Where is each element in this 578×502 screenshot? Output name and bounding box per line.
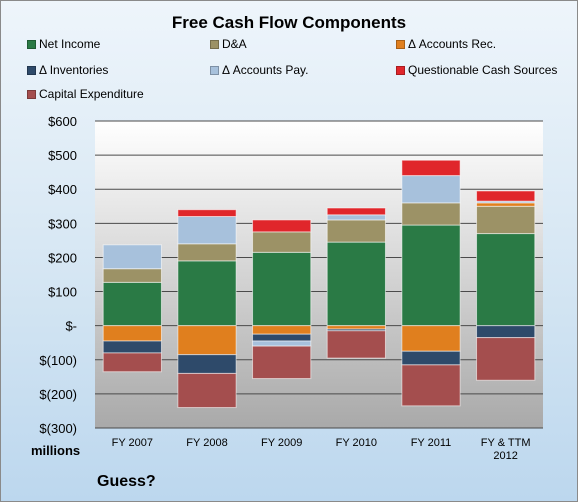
legend-label: Δ Inventories <box>39 63 109 77</box>
bar-segment <box>252 345 312 380</box>
legend-item: Net Income <box>27 37 100 51</box>
bar-segment <box>177 372 237 409</box>
bar-segment <box>476 233 536 327</box>
legend-swatch <box>210 65 219 75</box>
bar-segment <box>326 214 386 221</box>
bar-segment <box>476 205 536 235</box>
legend-label: Net Income <box>39 37 101 51</box>
legend-item: Δ Inventories <box>27 63 108 77</box>
legend-swatch <box>27 65 36 75</box>
legend-label: D&A <box>222 37 247 51</box>
bar-segment <box>177 243 237 262</box>
bar-segment <box>476 202 536 207</box>
y-tick-label: $300 <box>48 216 77 231</box>
y-tick-label: $400 <box>48 182 77 197</box>
bar-segment <box>177 325 237 356</box>
plot-area <box>95 121 543 428</box>
x-tick-label: FY & TTM <box>481 437 531 449</box>
legend-item: D&A <box>210 37 247 51</box>
bar-segment <box>252 231 312 253</box>
footnote: Guess? <box>97 473 156 490</box>
legend-label: Δ Accounts Pay. <box>222 63 309 77</box>
x-tick-label: FY 2009 <box>261 437 302 449</box>
legend-item: Δ Accounts Pay. <box>210 63 309 77</box>
legend-label: Questionable Cash Sources <box>408 63 558 77</box>
bar-segment <box>177 216 237 245</box>
x-tick-label: FY 2008 <box>186 437 227 449</box>
bar-segment <box>326 325 386 330</box>
bar-segment <box>102 244 162 270</box>
bar-segment <box>401 325 461 352</box>
legend-swatch <box>396 65 405 75</box>
bar-segment <box>102 340 162 354</box>
legend-swatch <box>27 39 36 49</box>
bar-segment <box>326 241 386 327</box>
y-tick-label: $(100) <box>39 353 77 368</box>
legend-label: Capital Expenditure <box>39 87 144 101</box>
bar-segment <box>252 251 312 327</box>
bar-segment <box>401 350 461 366</box>
bar-segment <box>401 364 461 407</box>
bar-segment <box>177 354 237 374</box>
bar-segment <box>401 159 461 177</box>
bar-segment <box>476 325 536 339</box>
bar-segment <box>252 333 312 342</box>
bar-segment <box>401 202 461 226</box>
bar-segment <box>252 340 312 347</box>
legend-swatch <box>210 39 219 49</box>
chart-title: Free Cash Flow Components <box>171 13 407 32</box>
x-tick-label: FY 2011 <box>411 437 452 449</box>
legend-swatch <box>27 89 36 99</box>
bar-segment <box>102 268 162 283</box>
bar-segment <box>102 325 162 342</box>
legend-item: Questionable Cash Sources <box>396 63 557 77</box>
bar-segment <box>252 325 312 335</box>
legend-label: Δ Accounts Rec. <box>408 37 497 51</box>
bar-segment <box>177 260 237 327</box>
units-label: millions <box>31 443 81 458</box>
bar-segment <box>252 219 312 233</box>
y-tick-label: $(300) <box>39 421 77 436</box>
bar-segment <box>102 281 162 327</box>
legend-swatch <box>396 39 405 49</box>
bar-segment <box>476 190 536 202</box>
y-tick-label: $600 <box>48 114 77 129</box>
legend-item: Capital Expenditure <box>27 87 144 101</box>
x-tick-label: FY 2007 <box>112 437 153 449</box>
x-tick-label: 2012 <box>493 450 517 462</box>
bar-segment <box>401 224 461 327</box>
bar-segment <box>326 219 386 243</box>
legend-item: Δ Accounts Rec. <box>396 37 496 51</box>
y-tick-label: $(200) <box>39 387 77 402</box>
bar-segment <box>401 175 461 204</box>
y-tick-label: $200 <box>48 250 77 265</box>
y-tick-label: $100 <box>48 285 77 300</box>
bar-segment <box>326 330 386 359</box>
y-tick-label: $- <box>65 319 77 334</box>
bar-segment <box>177 209 237 218</box>
bar-segment <box>326 207 386 216</box>
bar-segment <box>476 337 536 381</box>
x-tick-label: FY 2010 <box>336 437 377 449</box>
bar-segment <box>102 352 162 373</box>
y-tick-label: $500 <box>48 148 77 163</box>
